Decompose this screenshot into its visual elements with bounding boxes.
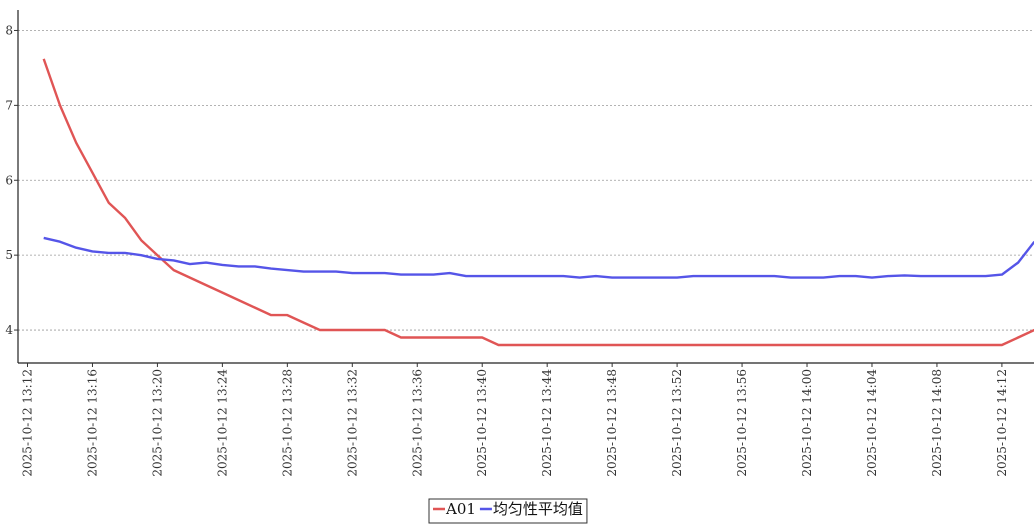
- x-tick-label: 2025-10-12 13:24: [215, 369, 229, 477]
- legend-label: A01: [445, 500, 476, 518]
- chart-axes: [17, 10, 1034, 364]
- y-tick-label: 6: [5, 173, 13, 187]
- legend: A01 均匀性平均值: [428, 498, 588, 524]
- x-axis-ticks: 2025-10-12 13:12 2025-10-12 13:16 2025-10-…: [21, 363, 1009, 477]
- series-line-a01: [42, 58, 1034, 347]
- x-tick-label: 2025-10-12 13:16: [85, 369, 99, 477]
- x-tick-label: 2025-10-12 14:08: [930, 369, 944, 477]
- x-tick-label: 2025-10-12 14:12: [995, 369, 1009, 477]
- y-tick-label: 4: [5, 323, 13, 337]
- x-tick-label: 2025-10-12 13:44: [540, 369, 554, 477]
- x-tick-label: 2025-10-12 13:32: [345, 369, 359, 477]
- x-tick-label: 2025-10-12 13:28: [280, 369, 294, 477]
- legend-label: 均匀性平均值: [493, 500, 583, 518]
- x-tick-label: 2025-10-12 13:12: [21, 369, 35, 477]
- series-lines: [42, 58, 1034, 347]
- legend-box: [428, 498, 588, 524]
- x-tick-label: 2025-10-12 13:40: [475, 369, 489, 477]
- y-axis-ticks: 4 5 6 7 8: [5, 23, 18, 337]
- x-tick-label: 2025-10-12 13:36: [410, 369, 424, 477]
- x-tick-label: 2025-10-12 13:20: [150, 369, 164, 477]
- x-tick-label: 2025-10-12 13:52: [670, 369, 684, 477]
- y-tick-label: 8: [5, 23, 13, 37]
- x-tick-label: 2025-10-12 13:56: [735, 369, 749, 477]
- x-tick-label: 2025-10-12 13:48: [605, 369, 619, 477]
- x-tick-label: 2025-10-12 14:00: [800, 369, 814, 477]
- x-tick-label: 2025-10-12 14:04: [865, 369, 879, 477]
- grid-lines: [18, 30, 1034, 331]
- y-tick-label: 7: [5, 98, 13, 112]
- series-line-uniformity-average: [43, 236, 1034, 279]
- y-tick-label: 5: [5, 248, 13, 262]
